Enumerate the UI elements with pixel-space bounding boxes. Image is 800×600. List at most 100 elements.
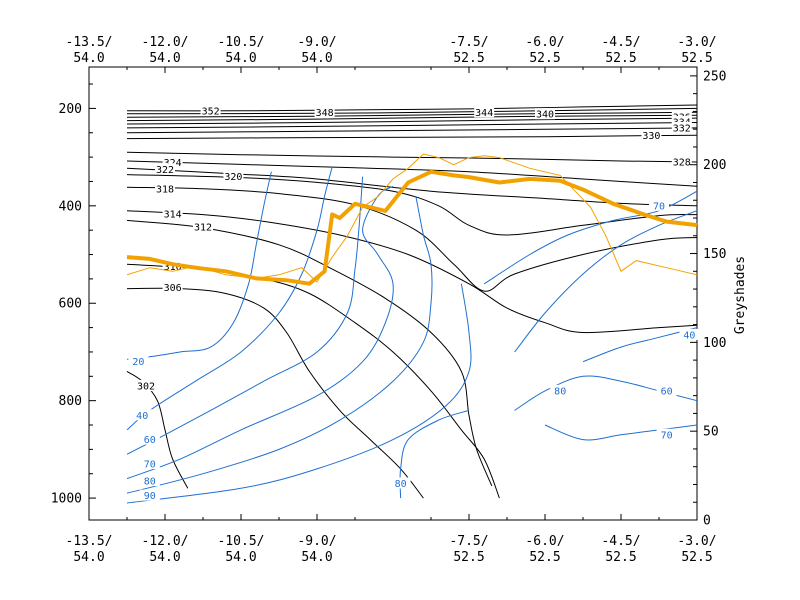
rh-label-90-bg bbox=[139, 489, 160, 501]
axes: -13.5/54.0-13.5/54.0-12.0/54.0-12.0/54.0… bbox=[51, 35, 727, 565]
rh-label-70: 70 bbox=[661, 430, 673, 441]
rh-label-90: 90 bbox=[144, 491, 156, 502]
rh-contour-70 bbox=[126, 185, 394, 480]
theta-label-330: 330 bbox=[642, 131, 660, 142]
theta-label-310: 310 bbox=[164, 262, 182, 273]
rh-label-80: 80 bbox=[395, 479, 407, 490]
x-tick-label-bottom-lat: 54.0 bbox=[149, 550, 180, 565]
theta-contour-322 bbox=[126, 167, 698, 207]
theta-label-332: 332 bbox=[673, 123, 691, 134]
theta-label-322: 322 bbox=[156, 165, 174, 176]
y-left-tick-label: 1000 bbox=[51, 492, 82, 507]
theta-label-320: 320 bbox=[224, 172, 242, 183]
rh-label-70-bg bbox=[139, 457, 160, 469]
rh-label-80: 80 bbox=[554, 386, 566, 397]
x-tick-label-bottom-lon: -6.0/ bbox=[525, 534, 564, 549]
rh-label-80: 80 bbox=[144, 477, 156, 488]
right-axis-label: Greyshades bbox=[733, 256, 748, 334]
rh-contour-70 bbox=[514, 210, 698, 353]
x-tick-label-bottom-lat: 52.5 bbox=[605, 550, 636, 565]
rh-contour-90 bbox=[126, 283, 472, 504]
x-tick-label-top-lon: -4.5/ bbox=[601, 35, 640, 50]
theta-label-312: 312 bbox=[194, 222, 212, 233]
x-tick-label-top-lat: 52.5 bbox=[453, 51, 484, 66]
relative-humidity-contours: 20 40 60 70 80 90 80 70 40 60 70 80 bbox=[126, 166, 700, 504]
x-tick-label-bottom-lat: 52.5 bbox=[529, 550, 560, 565]
theta-label-348: 348 bbox=[316, 108, 334, 119]
theta-label-328-bg bbox=[671, 155, 692, 167]
theta-label-312-bg bbox=[193, 220, 213, 232]
x-tick-label-top-lat: 54.0 bbox=[301, 51, 332, 66]
x-tick-label-bottom-lon: -4.5/ bbox=[601, 534, 640, 549]
rh-label-20-bg bbox=[128, 355, 149, 367]
theta-label-340: 340 bbox=[536, 110, 554, 121]
x-tick-label-top-lon: -10.5/ bbox=[218, 35, 265, 50]
x-tick-label-top-lat: 54.0 bbox=[149, 51, 180, 66]
x-tick-label-top-lon: -6.0/ bbox=[525, 35, 564, 50]
greyshade-thick-line bbox=[126, 169, 698, 286]
theta-contour-352 bbox=[126, 104, 698, 112]
rh-label-60: 60 bbox=[661, 386, 673, 397]
y-left-tick-label: 600 bbox=[59, 297, 82, 312]
y-right-tick-label: 0 bbox=[703, 514, 711, 529]
theta-contour-330 bbox=[126, 134, 698, 140]
x-tick-label-bottom-lon: -7.5/ bbox=[449, 534, 488, 549]
x-tick-label-top-lon: -9.0/ bbox=[297, 35, 336, 50]
theta-label-324-bg bbox=[162, 156, 183, 168]
theta-contour-324 bbox=[126, 160, 698, 187]
x-tick-label-bottom-lat: 54.0 bbox=[73, 550, 104, 565]
theta-label-318: 318 bbox=[156, 184, 174, 195]
rh-contour-80 bbox=[126, 196, 433, 494]
rh-contour-60 bbox=[126, 176, 364, 455]
theta-label-302: 302 bbox=[137, 382, 155, 393]
y-right-tick-label: 250 bbox=[703, 69, 726, 84]
rh-label-60: 60 bbox=[144, 435, 156, 446]
greyshade-series bbox=[126, 153, 698, 286]
x-tick-label-top-lon: -12.0/ bbox=[142, 35, 189, 50]
x-tick-label-bottom-lat: 54.0 bbox=[301, 550, 332, 565]
potential-temperature-contours: 3523483443403363343323303283243223203183… bbox=[126, 104, 698, 499]
rh-label-60-bg bbox=[656, 384, 677, 396]
y-left-tick-label: 200 bbox=[59, 102, 82, 117]
y-right-tick-label: 200 bbox=[703, 158, 726, 173]
theta-label-330-bg bbox=[641, 129, 662, 141]
theta-label-320-bg bbox=[223, 170, 244, 182]
theta-label-352-bg bbox=[200, 104, 221, 116]
theta-label-306-bg bbox=[162, 281, 183, 293]
theta-label-344: 344 bbox=[475, 108, 493, 119]
rh-label-70-bg bbox=[656, 428, 677, 440]
greyshade-thin-line bbox=[126, 153, 698, 283]
rh-label-80-bg bbox=[550, 384, 571, 396]
x-tick-label-top-lat: 52.5 bbox=[529, 51, 560, 66]
rh-label-70-bg bbox=[649, 199, 669, 211]
x-tick-label-top-lat: 54.0 bbox=[73, 51, 104, 66]
theta-label-334-bg bbox=[671, 116, 692, 128]
theta-label-322-bg bbox=[155, 163, 175, 175]
rh-label-40-bg bbox=[132, 409, 153, 421]
x-tick-label-bottom-lat: 52.5 bbox=[453, 550, 484, 565]
y-left-tick-label: 400 bbox=[59, 199, 82, 214]
theta-label-306: 306 bbox=[164, 283, 182, 294]
theta-contour-328 bbox=[126, 151, 698, 163]
theta-contour-334 bbox=[126, 122, 698, 129]
plot-frame bbox=[88, 66, 698, 521]
y-right-tick-label: 150 bbox=[703, 247, 726, 262]
theta-contour-312 bbox=[126, 219, 493, 487]
theta-contour-344 bbox=[126, 111, 698, 118]
theta-contour-314 bbox=[126, 210, 698, 334]
theta-contour-306 bbox=[126, 287, 424, 499]
theta-label-302-bg bbox=[136, 380, 156, 392]
x-tick-label-bottom-lon: -10.5/ bbox=[218, 534, 265, 549]
theta-label-340-bg bbox=[535, 108, 555, 120]
rh-label-80-bg bbox=[390, 477, 411, 489]
theta-contour-310 bbox=[126, 263, 500, 499]
theta-contour-318 bbox=[126, 186, 698, 292]
theta-label-314: 314 bbox=[164, 210, 182, 221]
x-tick-label-top-lon: -13.5/ bbox=[66, 35, 113, 50]
rh-label-20: 20 bbox=[132, 357, 144, 368]
theta-label-344-bg bbox=[474, 106, 495, 118]
theta-label-348-bg bbox=[314, 106, 335, 118]
x-tick-label-bottom-lon: -3.0/ bbox=[677, 534, 716, 549]
theta-label-332-bg bbox=[671, 121, 692, 133]
